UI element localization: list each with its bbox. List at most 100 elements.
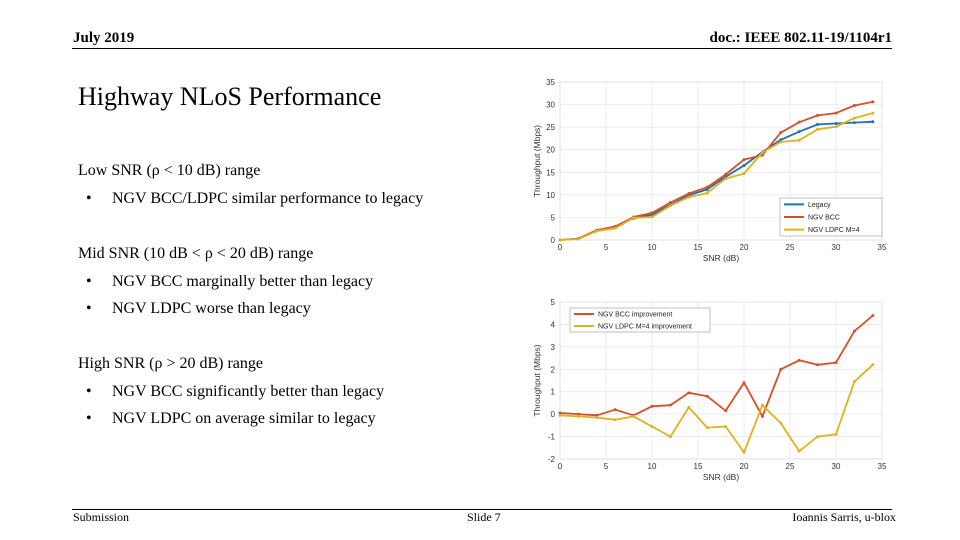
legend-entry: NGV LDPC M=4 improvement (598, 324, 692, 331)
data-point (687, 192, 691, 196)
bullet-text: NGV BCC significantly better than legacy (112, 383, 385, 400)
data-point (742, 381, 746, 385)
data-point (705, 426, 709, 430)
y-tick-label: 30 (546, 101, 555, 110)
footer-slide-number: Slide 7 (467, 510, 501, 524)
bullet-glyph: • (86, 300, 92, 317)
data-point (760, 414, 764, 418)
bullet-glyph: • (86, 410, 92, 427)
y-axis-label: Throughput (Mbps) (532, 125, 542, 197)
data-point (816, 435, 820, 439)
data-point (558, 238, 562, 242)
data-point (797, 358, 801, 362)
legend-box (569, 307, 711, 333)
x-tick-label: 20 (740, 243, 749, 252)
series-line (559, 364, 874, 454)
data-point (558, 411, 562, 415)
y-tick-label: 3 (551, 343, 556, 352)
data-point (834, 361, 838, 365)
header-doc-id: doc.: IEEE 802.11-19/1104r1 (709, 30, 892, 46)
data-point (871, 100, 875, 104)
data-point (742, 158, 746, 162)
throughput-chart: 0 5 10 15 20 25 30 35 0 5 10 15 20 25 30 35 SNR (dB) Thro… (532, 78, 887, 263)
x-tick-label: 0 (558, 243, 563, 252)
data-point (760, 150, 764, 154)
section-high-snr-heading: High SNR (ρ > 20 dB) range (78, 355, 263, 372)
x-axis-label: SNR (dB) (703, 472, 740, 482)
y-tick-label: -1 (548, 433, 556, 442)
x-tick-label: 35 (878, 462, 887, 471)
data-point (668, 204, 672, 208)
data-point (779, 138, 783, 142)
data-point (797, 449, 801, 453)
legend-entry: NGV BCC (808, 215, 840, 222)
y-tick-label: 10 (546, 191, 555, 200)
data-point (742, 172, 746, 176)
data-point (724, 173, 728, 177)
data-point (595, 416, 599, 420)
data-point (668, 435, 672, 439)
bullet-high-2: • NGV LDPC on average similar to legacy (86, 410, 376, 428)
y-tick-label: -2 (548, 455, 556, 464)
data-point (779, 140, 783, 144)
y-tick-label: 5 (551, 213, 556, 222)
data-point (613, 408, 617, 412)
x-tick-label: 25 (786, 243, 795, 252)
footer-rule (72, 509, 892, 510)
x-tick-label: 10 (648, 243, 657, 252)
data-point (779, 131, 783, 135)
y-tick-label: 1 (551, 388, 556, 397)
data-point (779, 421, 783, 425)
x-tick-label: 20 (740, 462, 749, 471)
data-point (576, 237, 580, 241)
y-tick-label: 5 (551, 298, 556, 307)
data-point (687, 195, 691, 199)
data-point (668, 403, 672, 407)
x-tick-label: 0 (558, 462, 563, 471)
data-point (871, 363, 875, 367)
data-point (668, 201, 672, 205)
data-point (742, 450, 746, 454)
bullet-mid-1: • NGV BCC marginally better than legacy (86, 273, 373, 291)
data-point (687, 391, 691, 395)
y-tick-label: 35 (546, 78, 555, 87)
x-tick-label: 15 (694, 462, 703, 471)
section-low-snr-heading: Low SNR (ρ < 10 dB) range (78, 162, 261, 179)
data-point (852, 116, 856, 120)
y-tick-label: 20 (546, 146, 555, 155)
header-date: July 2019 (73, 30, 135, 46)
data-point (705, 185, 709, 189)
footer-author: Ioannis Sarris, u-blox (792, 510, 896, 524)
data-point (632, 216, 636, 220)
data-point (687, 405, 691, 409)
x-tick-label: 25 (786, 462, 795, 471)
data-point (816, 122, 820, 126)
data-point (834, 432, 838, 436)
data-point (705, 394, 709, 398)
data-point (834, 122, 838, 126)
data-point (871, 313, 875, 317)
data-point (650, 211, 654, 215)
legend-entry: Legacy (808, 202, 831, 209)
data-point (650, 215, 654, 219)
bullet-glyph: • (86, 273, 92, 290)
data-point (797, 120, 801, 124)
data-point (632, 414, 636, 418)
data-point (705, 187, 709, 191)
section-mid-snr-heading: Mid SNR (10 dB < ρ < 20 dB) range (78, 245, 314, 262)
bullet-high-1: • NGV BCC significantly better than legac… (86, 383, 384, 401)
y-tick-label: 15 (546, 168, 555, 177)
data-point (816, 363, 820, 367)
bullet-text: NGV LDPC worse than legacy (112, 300, 311, 317)
data-point (558, 413, 562, 417)
x-tick-label: 10 (648, 462, 657, 471)
legend-entry: NGV LDPC M=4 (808, 227, 860, 234)
y-axis-label: Throughput (Mbps) (532, 344, 542, 416)
y-tick-label: 25 (546, 123, 555, 132)
x-tick-label: 30 (832, 243, 841, 252)
x-tick-label: 30 (832, 462, 841, 471)
data-point (650, 404, 654, 408)
x-tick-label: 5 (604, 243, 609, 252)
bullet-mid-2: • NGV LDPC worse than legacy (86, 300, 311, 318)
data-point (595, 413, 599, 417)
